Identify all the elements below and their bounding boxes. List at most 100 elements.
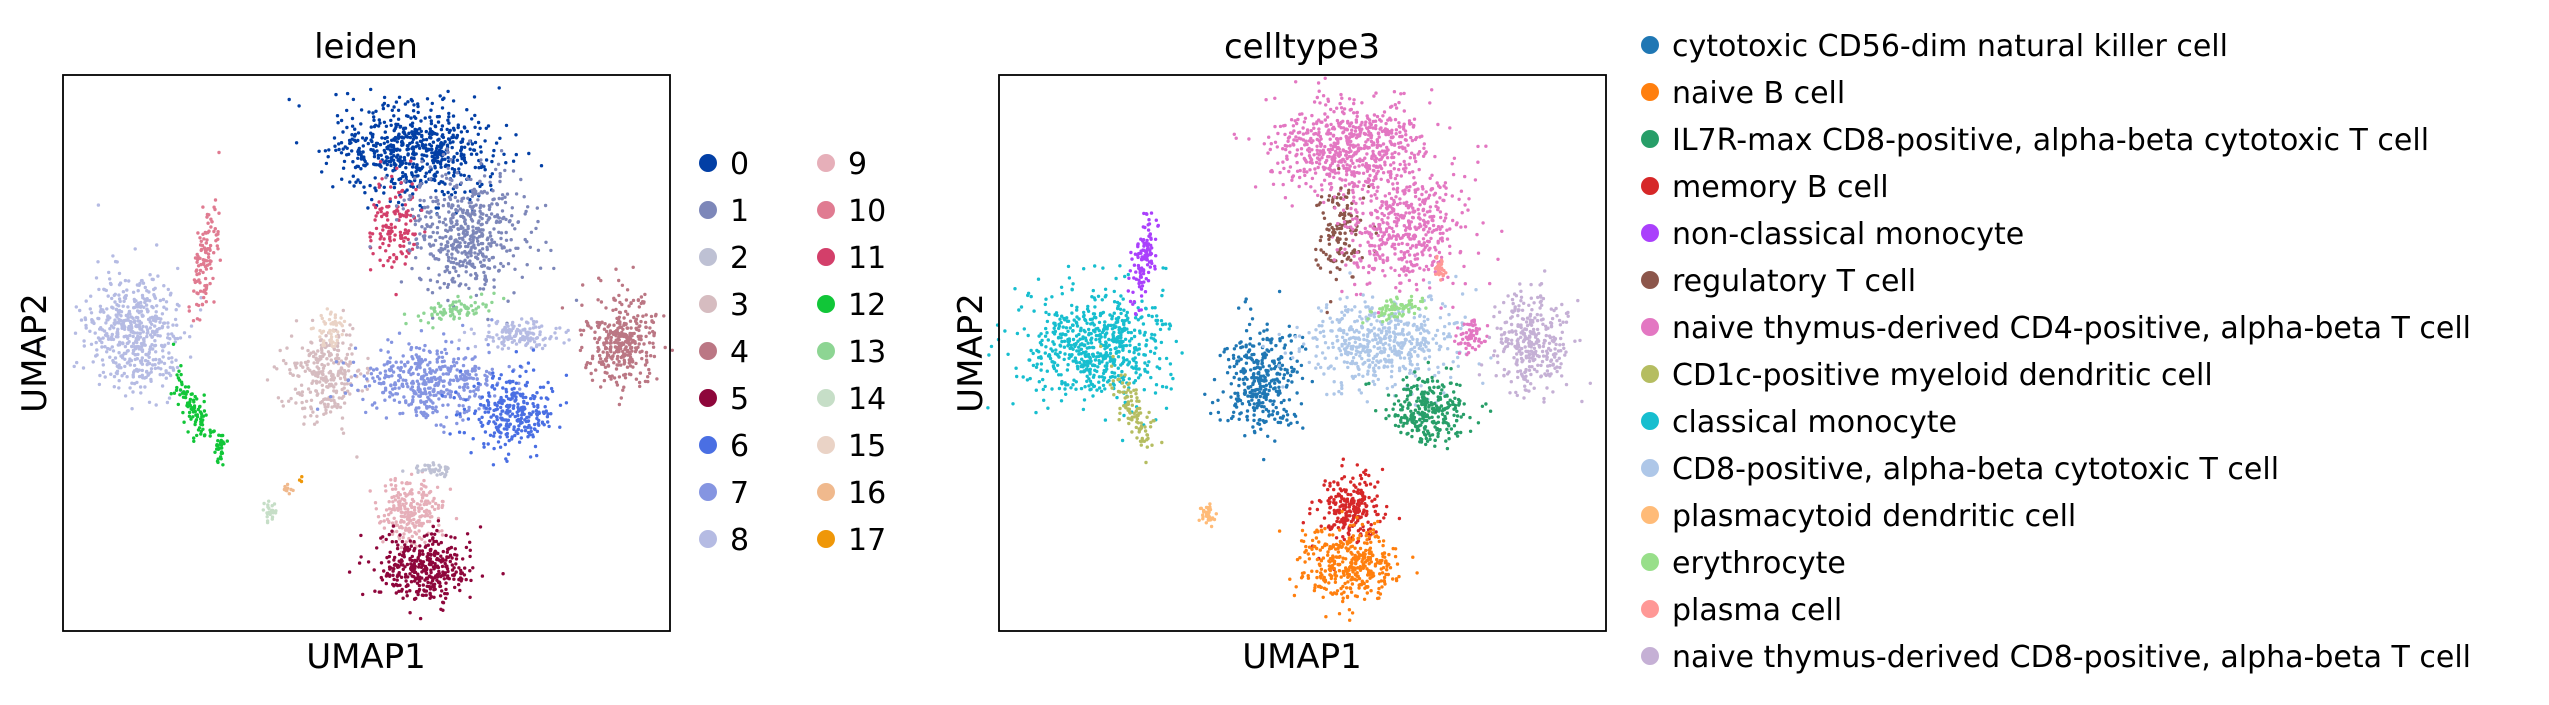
data-point bbox=[400, 135, 404, 139]
data-point bbox=[466, 306, 470, 310]
data-point bbox=[603, 365, 608, 369]
data-point bbox=[390, 229, 394, 234]
legend-marker bbox=[699, 248, 717, 266]
data-point bbox=[423, 230, 427, 234]
data-point bbox=[490, 318, 494, 322]
data-point bbox=[606, 363, 610, 367]
data-point bbox=[510, 387, 514, 391]
data-point bbox=[417, 355, 421, 359]
data-point bbox=[175, 336, 180, 341]
data-point bbox=[435, 564, 440, 568]
data-point bbox=[468, 262, 472, 266]
data-point bbox=[473, 394, 477, 398]
data-point bbox=[342, 368, 347, 373]
data-point bbox=[402, 532, 406, 536]
data-point bbox=[387, 229, 391, 234]
data-point bbox=[487, 350, 491, 355]
data-point bbox=[167, 371, 171, 375]
data-point bbox=[140, 368, 144, 373]
data-point bbox=[413, 525, 417, 529]
data-point bbox=[465, 261, 469, 265]
data-point bbox=[447, 381, 451, 385]
data-point bbox=[369, 239, 373, 243]
data-point bbox=[541, 410, 546, 414]
data-point bbox=[396, 543, 400, 547]
data-point bbox=[508, 414, 512, 418]
data-point bbox=[1054, 369, 1059, 373]
data-point bbox=[1132, 350, 1136, 355]
data-point bbox=[427, 391, 432, 395]
data-point bbox=[470, 357, 474, 361]
data-point bbox=[454, 300, 458, 304]
data-point bbox=[465, 312, 469, 316]
data-point bbox=[452, 170, 457, 175]
data-point bbox=[368, 268, 373, 272]
data-point bbox=[123, 344, 128, 349]
data-point bbox=[419, 565, 424, 570]
data-point bbox=[500, 416, 504, 420]
data-point bbox=[549, 386, 554, 391]
data-point bbox=[393, 127, 397, 131]
data-point bbox=[1150, 314, 1154, 319]
data-point bbox=[428, 596, 432, 600]
data-point bbox=[410, 121, 415, 125]
data-point bbox=[1071, 347, 1075, 351]
data-point bbox=[487, 204, 491, 208]
data-point bbox=[614, 267, 618, 271]
legend-marker bbox=[817, 342, 835, 360]
data-point bbox=[106, 346, 110, 351]
data-point bbox=[423, 564, 428, 569]
data-point bbox=[404, 481, 408, 486]
data-point bbox=[345, 382, 349, 386]
data-point bbox=[524, 384, 528, 388]
data-point bbox=[1069, 386, 1073, 390]
data-point bbox=[431, 243, 436, 247]
data-point bbox=[487, 419, 491, 424]
data-point bbox=[445, 252, 449, 257]
data-point bbox=[383, 484, 388, 488]
data-point bbox=[280, 399, 284, 404]
data-point bbox=[107, 337, 111, 341]
data-point bbox=[436, 202, 441, 206]
data-point bbox=[485, 220, 489, 225]
data-point bbox=[532, 404, 536, 409]
data-point bbox=[363, 384, 368, 389]
data-point bbox=[393, 135, 398, 140]
data-point bbox=[89, 311, 94, 315]
data-point bbox=[149, 367, 154, 371]
data-point bbox=[418, 544, 422, 548]
data-point bbox=[153, 366, 158, 371]
data-point bbox=[370, 135, 375, 139]
data-point bbox=[359, 372, 363, 376]
data-point bbox=[322, 378, 326, 382]
data-point bbox=[442, 197, 447, 202]
data-point bbox=[426, 580, 430, 585]
data-point bbox=[101, 308, 105, 312]
data-point bbox=[399, 360, 403, 364]
data-point bbox=[199, 296, 203, 300]
data-point bbox=[436, 519, 441, 523]
data-point bbox=[450, 145, 454, 150]
data-point bbox=[1034, 365, 1039, 369]
data-point bbox=[599, 357, 603, 361]
data-point bbox=[540, 324, 544, 328]
data-point bbox=[421, 583, 425, 587]
data-point bbox=[511, 320, 515, 325]
data-point bbox=[1091, 394, 1095, 398]
data-point bbox=[461, 238, 465, 242]
data-point bbox=[519, 177, 523, 182]
data-point bbox=[523, 237, 527, 242]
data-point bbox=[364, 136, 369, 140]
data-point bbox=[384, 537, 388, 542]
data-point bbox=[202, 434, 207, 438]
data-point bbox=[150, 335, 154, 339]
data-point bbox=[638, 384, 642, 389]
data-point bbox=[597, 360, 602, 364]
data-point bbox=[391, 500, 395, 504]
data-point bbox=[464, 283, 468, 287]
data-point bbox=[472, 331, 476, 336]
data-point bbox=[499, 431, 503, 435]
data-point bbox=[412, 540, 416, 544]
data-point bbox=[544, 396, 549, 400]
